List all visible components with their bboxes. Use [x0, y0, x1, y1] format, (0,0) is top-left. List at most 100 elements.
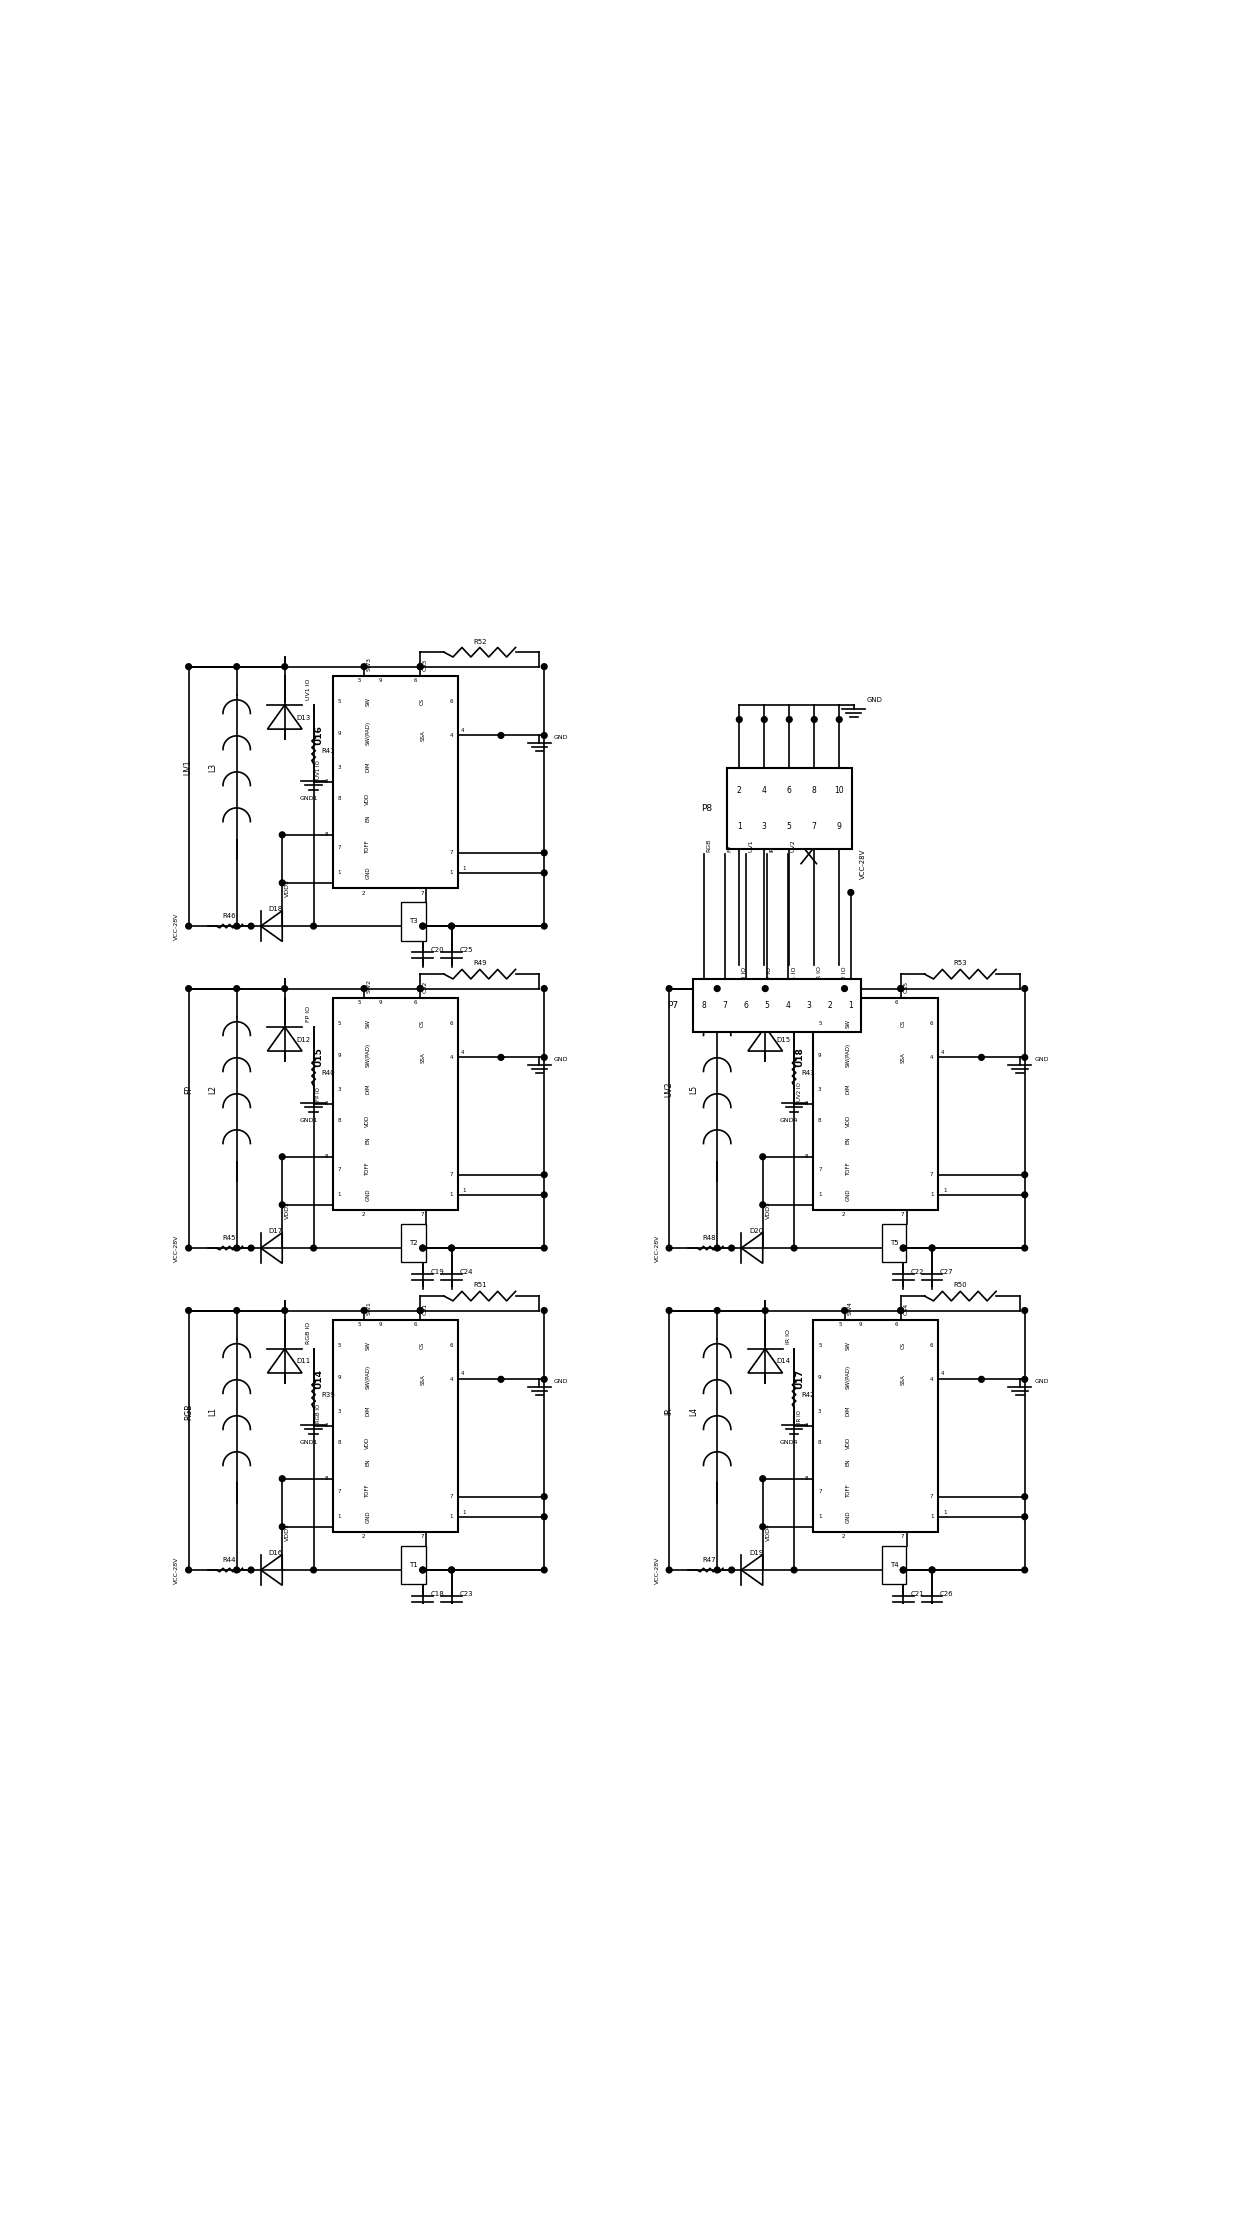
Text: IR: IR [665, 1408, 673, 1414]
Text: R47: R47 [703, 1557, 717, 1563]
Circle shape [729, 1245, 734, 1250]
Text: 10: 10 [835, 785, 844, 794]
Circle shape [281, 1308, 288, 1314]
Text: UV2 IO: UV2 IO [842, 967, 847, 987]
Text: 4: 4 [460, 727, 464, 732]
Text: 4: 4 [930, 1054, 934, 1061]
Circle shape [714, 985, 720, 992]
Text: 1: 1 [930, 1515, 934, 1519]
Circle shape [420, 1568, 425, 1572]
Text: T4: T4 [889, 1561, 898, 1568]
Text: 1: 1 [449, 1515, 453, 1519]
Text: 5: 5 [838, 1321, 842, 1328]
Text: 2: 2 [361, 1212, 365, 1217]
Text: SW: SW [366, 1019, 371, 1027]
Text: EN: EN [366, 1136, 371, 1143]
Text: C23: C23 [459, 1590, 472, 1597]
Circle shape [791, 1245, 797, 1250]
Circle shape [929, 1568, 935, 1572]
Text: 4: 4 [941, 1050, 945, 1054]
Text: 7: 7 [337, 845, 341, 850]
Text: 9: 9 [818, 1374, 822, 1379]
Text: RGB IO: RGB IO [743, 967, 748, 990]
Bar [882, 1223, 906, 1263]
Circle shape [760, 1201, 765, 1208]
Text: FP IO: FP IO [316, 1088, 321, 1101]
Text: 8: 8 [337, 1441, 341, 1446]
Text: UV2: UV2 [791, 838, 796, 852]
Text: 2: 2 [737, 785, 742, 794]
Text: GND: GND [554, 1056, 568, 1061]
Text: 1: 1 [463, 1510, 466, 1515]
Text: 6: 6 [449, 1343, 453, 1348]
Text: L2: L2 [208, 1085, 217, 1094]
Circle shape [542, 1377, 547, 1381]
Circle shape [786, 716, 792, 723]
Circle shape [929, 1568, 935, 1572]
Text: FP: FP [184, 1085, 193, 1094]
Text: R49: R49 [472, 961, 486, 967]
Text: SSA: SSA [420, 729, 425, 741]
Text: 9: 9 [337, 1052, 341, 1059]
Text: 5: 5 [337, 1021, 341, 1025]
Text: DIM: DIM [366, 1083, 371, 1094]
Circle shape [420, 1245, 425, 1250]
Circle shape [449, 1568, 454, 1572]
Text: CS5: CS5 [904, 981, 909, 994]
Text: R48: R48 [703, 1234, 717, 1241]
Circle shape [418, 985, 423, 992]
Circle shape [542, 985, 547, 992]
Circle shape [761, 716, 768, 723]
Text: C24: C24 [459, 1270, 472, 1274]
Text: 1: 1 [848, 1001, 853, 1010]
Text: T5: T5 [889, 1241, 898, 1245]
Text: 2: 2 [361, 1535, 365, 1539]
Circle shape [666, 985, 672, 992]
Circle shape [186, 1568, 191, 1572]
Text: 7: 7 [337, 1168, 341, 1172]
Circle shape [418, 663, 423, 669]
Text: 6: 6 [930, 1021, 934, 1025]
Circle shape [418, 985, 423, 992]
Text: 6: 6 [449, 698, 453, 705]
Text: RGB IO: RGB IO [306, 1321, 311, 1343]
Text: SSA: SSA [900, 1374, 905, 1386]
Text: UV1: UV1 [749, 838, 754, 852]
Text: IR: IR [770, 845, 775, 852]
Text: R50: R50 [954, 1283, 967, 1288]
Text: 6: 6 [930, 1343, 934, 1348]
Text: CS3: CS3 [423, 658, 428, 672]
Circle shape [714, 1568, 720, 1572]
Circle shape [542, 850, 547, 856]
Circle shape [1022, 1245, 1028, 1250]
Text: C19: C19 [430, 1270, 444, 1274]
Text: 2: 2 [842, 1212, 846, 1217]
Circle shape [279, 1201, 285, 1208]
Text: UV2: UV2 [665, 1081, 673, 1096]
Text: GND: GND [846, 1510, 851, 1523]
Text: SW(PAD): SW(PAD) [366, 1043, 371, 1068]
Text: SW5: SW5 [847, 979, 852, 994]
Text: TOFF: TOFF [366, 1483, 371, 1499]
Circle shape [1022, 985, 1028, 992]
Text: 4: 4 [449, 734, 453, 738]
Circle shape [279, 1477, 285, 1481]
Text: VDD1: VDD1 [285, 1523, 290, 1541]
Text: SW1: SW1 [367, 1301, 372, 1314]
Circle shape [763, 1308, 768, 1314]
Circle shape [311, 1568, 316, 1572]
Text: 6: 6 [787, 785, 791, 794]
Text: 3: 3 [806, 1001, 811, 1010]
Circle shape [542, 923, 547, 930]
Text: CS: CS [900, 1021, 905, 1027]
Circle shape [498, 1377, 503, 1381]
Circle shape [311, 1245, 316, 1250]
Text: 1: 1 [449, 1192, 453, 1197]
Text: IR IO: IR IO [817, 967, 822, 981]
Bar [693, 979, 862, 1032]
Text: 6: 6 [414, 1001, 418, 1005]
Text: TOFF: TOFF [366, 1163, 371, 1176]
Text: L5: L5 [689, 1085, 698, 1094]
Text: 4: 4 [449, 1054, 453, 1061]
Text: 7: 7 [812, 823, 817, 832]
